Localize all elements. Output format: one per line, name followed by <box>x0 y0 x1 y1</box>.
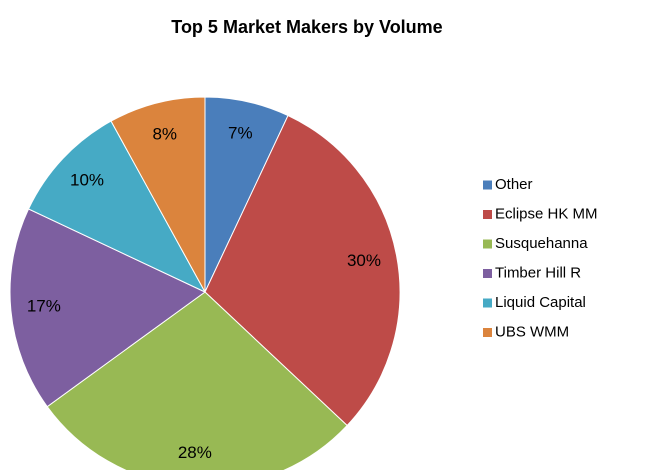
legend-label: Liquid Capital <box>495 294 586 311</box>
pie-slice <box>204 114 401 427</box>
data-label: 17% <box>27 297 61 316</box>
legend-swatch <box>483 180 492 190</box>
pie-slice <box>27 120 207 294</box>
legend-swatch <box>483 269 492 278</box>
legend-label: Other <box>495 176 533 193</box>
legend-label: Susquehanna <box>495 235 588 252</box>
legend-swatch <box>483 328 492 337</box>
chart-title: Top 5 Market Makers by Volume <box>171 17 442 37</box>
pie-slice <box>46 291 348 470</box>
data-label: 10% <box>70 171 104 190</box>
pie-slice <box>9 208 206 408</box>
legend-swatch <box>483 210 492 219</box>
data-label: 8% <box>152 125 177 144</box>
legend-label: Eclipse HK MM <box>495 205 598 222</box>
legend-label: UBS WMM <box>495 323 569 340</box>
pie-slice <box>110 96 206 293</box>
data-label: 30% <box>347 251 381 270</box>
data-label: 28% <box>178 443 212 462</box>
data-label: 7% <box>228 124 253 143</box>
legend-label: Timber Hill R <box>495 264 581 281</box>
legend-swatch <box>483 298 492 308</box>
legend-swatch <box>483 239 492 249</box>
